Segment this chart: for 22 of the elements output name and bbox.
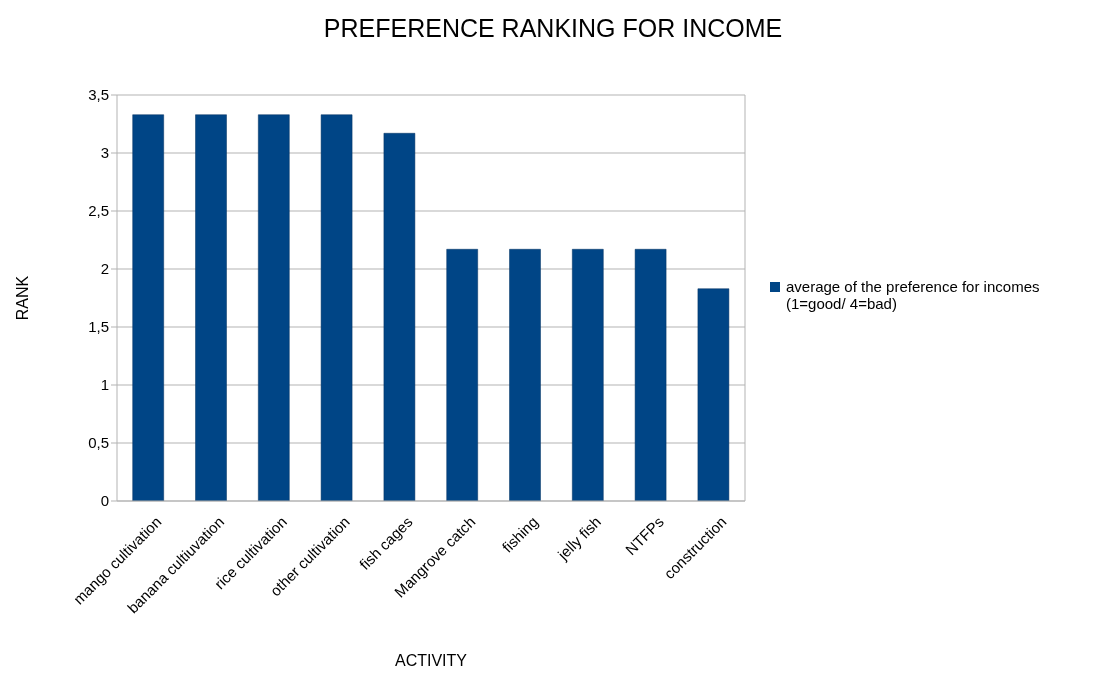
chart-title: PREFERENCE RANKING FOR INCOME: [322, 14, 784, 43]
bar: [634, 249, 667, 501]
bar: [446, 249, 478, 501]
bar: [383, 133, 416, 501]
bar: [195, 114, 227, 501]
bar: [258, 114, 290, 501]
y-tick-label: 1,5: [88, 318, 109, 336]
bar: [697, 288, 730, 501]
y-tick-label: 0: [100, 492, 109, 510]
y-tick-label: 3: [100, 144, 109, 162]
bar: [509, 249, 541, 501]
y-axis-title: RANK: [13, 275, 31, 321]
x-axis-title: ACTIVITY: [394, 652, 468, 669]
y-tick-label: 3,5: [88, 86, 109, 104]
bar: [132, 114, 164, 501]
bar: [320, 114, 353, 501]
bar: [572, 249, 604, 501]
y-tick-label: 0,5: [88, 434, 109, 452]
y-tick-label: 2: [100, 260, 109, 278]
y-tick-label: 1: [100, 376, 109, 394]
y-tick-label: 2,5: [88, 202, 109, 220]
legend-label: average of the preference for incomes (1=good/ 4=bad): [786, 278, 1041, 312]
